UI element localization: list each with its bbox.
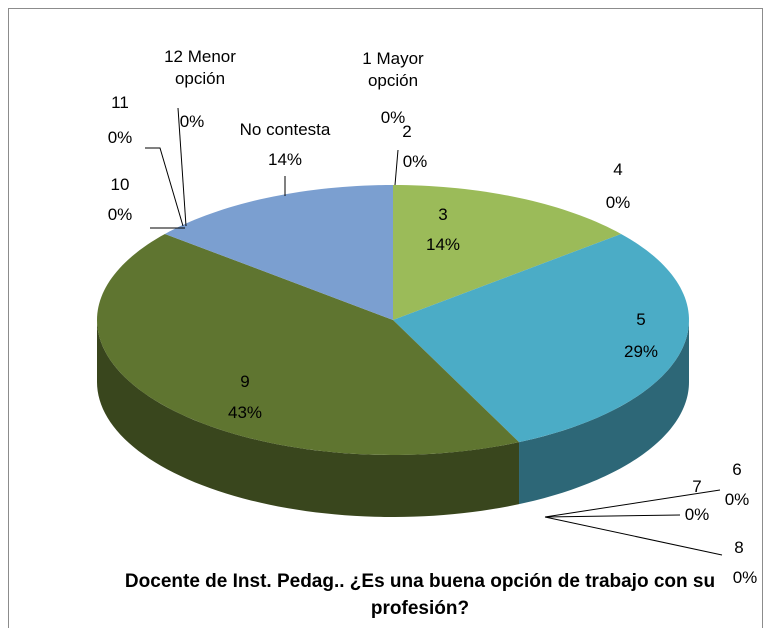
- value-label: 0%: [732, 568, 758, 587]
- slice-side: [97, 320, 520, 517]
- value-label: 43%: [227, 403, 263, 422]
- slice: [164, 185, 393, 320]
- category-label: 4: [613, 160, 623, 179]
- chart-frame: [8, 8, 763, 628]
- value-label: 0%: [684, 505, 710, 524]
- slice: [393, 233, 622, 320]
- category-label: 3: [438, 205, 448, 224]
- category-label: 7: [692, 477, 702, 496]
- value-label: 29%: [623, 342, 659, 361]
- leader-line: [145, 147, 184, 227]
- leader-line: [177, 107, 187, 227]
- leader-line: [544, 489, 721, 518]
- value-label: 0%: [179, 112, 205, 131]
- category-label: 6: [732, 460, 742, 479]
- slice-side: [519, 320, 689, 505]
- category-label: 10: [110, 175, 130, 194]
- slice: [393, 233, 689, 443]
- leader-line: [544, 514, 681, 518]
- value-label: 0%: [402, 152, 428, 171]
- value-label: 0%: [380, 108, 406, 127]
- leader-line: [544, 516, 723, 556]
- category-label: 9: [240, 372, 250, 391]
- value-label: 0%: [724, 490, 750, 509]
- slice: [393, 185, 622, 320]
- value-label: 0%: [605, 193, 631, 212]
- value-label: 0%: [107, 205, 133, 224]
- leader-line: [394, 149, 399, 186]
- value-label: 14%: [425, 235, 461, 254]
- category-label: 5: [636, 310, 646, 329]
- category-label: 1 Mayor opción: [362, 49, 424, 90]
- category-label: 12 Menor opción: [164, 47, 236, 88]
- chart-title: Docente de Inst. Pedag.. ¿Es una buena o…: [124, 571, 716, 619]
- leader-lines: [145, 107, 723, 556]
- value-label: 14%: [267, 150, 303, 169]
- pie: [97, 185, 689, 517]
- category-label: 11: [111, 93, 129, 112]
- slice: [97, 233, 520, 455]
- category-label: No contesta: [239, 120, 331, 139]
- value-label: 0%: [107, 128, 133, 147]
- category-label: 2: [402, 122, 412, 141]
- category-label: 8: [734, 538, 744, 557]
